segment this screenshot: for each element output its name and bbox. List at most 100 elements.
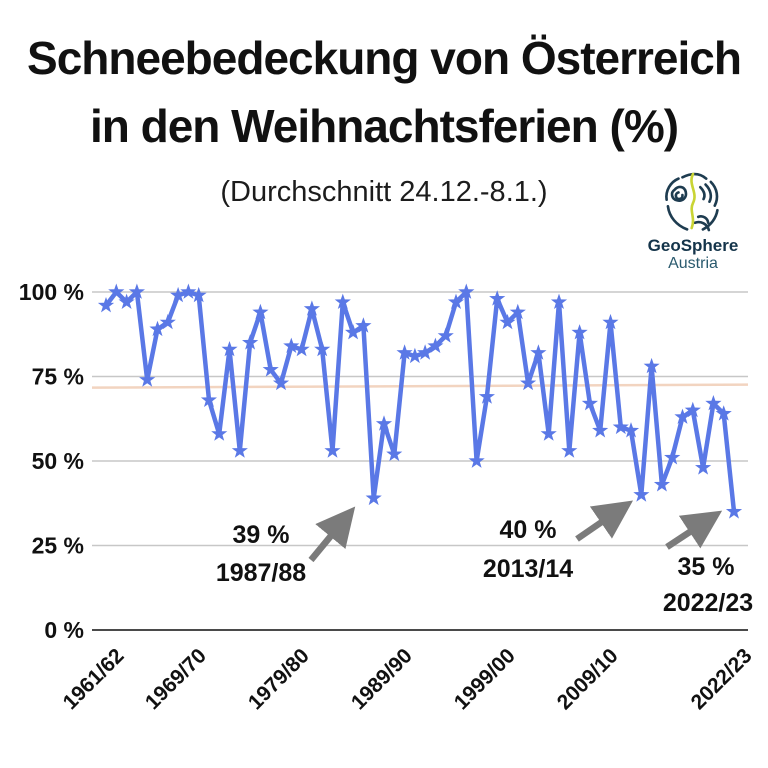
- data-point-star: [211, 425, 228, 441]
- mean-line: [91, 383, 749, 389]
- annotation-season: 2022/23: [663, 589, 753, 617]
- data-point-star: [252, 303, 269, 320]
- data-point-star: [437, 327, 454, 343]
- y-axis-labels: 100 % 75 % 50 % 25 % 0 %: [19, 279, 84, 643]
- y-tick-label: 0 %: [44, 617, 84, 643]
- data-point-star: [417, 344, 434, 360]
- data-point-star: [324, 442, 341, 458]
- chart-subtitle: (Durchschnitt 24.12.-8.1.): [220, 176, 548, 208]
- data-point-star: [365, 489, 382, 506]
- data-point-star: [200, 391, 217, 407]
- data-point-star: [293, 341, 310, 357]
- chart-title-line1: Schneebedeckung von Österreich: [27, 32, 742, 84]
- annotation-arrow: [575, 500, 634, 542]
- x-tick-label-2009/10: 2009/10: [553, 644, 623, 714]
- y-tick-label: 100 %: [19, 279, 84, 305]
- data-point-star: [334, 293, 351, 309]
- data-point-star: [128, 283, 145, 299]
- data-point-star: [509, 303, 526, 320]
- data-point-star: [540, 425, 557, 441]
- data-point-star: [581, 395, 598, 411]
- data-point-star: [653, 476, 670, 492]
- y-tick-label: 25 %: [32, 533, 84, 559]
- data-point-star: [149, 320, 166, 337]
- data-point-star: [664, 449, 681, 465]
- data-point-star: [715, 405, 732, 421]
- data-point-star: [478, 388, 495, 404]
- data-point-star: [345, 324, 362, 340]
- geosphere-logo: GeoSphere Austria: [637, 172, 749, 273]
- data-point-star: [499, 313, 516, 330]
- data-point-star: [447, 293, 465, 309]
- data-point-star: [375, 415, 393, 431]
- data-point-star: [97, 297, 115, 313]
- x-tick-label-1989/90: 1989/90: [347, 644, 417, 714]
- data-point-star: [221, 341, 238, 357]
- data-point-star: [139, 371, 156, 387]
- data-point-star: [406, 347, 423, 364]
- annotation-arrow: [308, 506, 356, 563]
- data-point-star: [695, 459, 712, 475]
- annotation-season: 1987/88: [216, 559, 306, 587]
- y-tick-label: 75 %: [32, 364, 84, 390]
- data-point-star: [561, 442, 578, 458]
- data-series-line: [103, 289, 737, 514]
- data-point-star: [571, 324, 588, 340]
- data-point-star: [180, 283, 197, 299]
- data-point-star: [118, 293, 135, 309]
- x-tick-label-2022/23: 2022/23: [687, 644, 757, 714]
- data-point-markers: [97, 283, 743, 519]
- data-point-star: [550, 293, 568, 309]
- chart-title-line2: in den Weihnachtsferien (%): [89, 100, 679, 152]
- data-point-star: [355, 317, 372, 333]
- data-point-star: [303, 300, 320, 316]
- annotation-arrow: [665, 510, 723, 550]
- annotations: 39 % 1987/88 40 % 2013/14 35 % 2022/23: [216, 500, 753, 617]
- data-point-star: [489, 290, 506, 306]
- data-point-star: [612, 418, 629, 435]
- data-point-star: [314, 341, 331, 357]
- snow-cover-series: [103, 289, 737, 514]
- data-point-star: [705, 395, 722, 411]
- y-tick-label: 50 %: [32, 448, 84, 474]
- data-point-star: [242, 334, 259, 350]
- data-point-star: [190, 286, 207, 303]
- gridlines: [92, 291, 748, 631]
- logo-name: GeoSphere: [647, 236, 739, 255]
- data-point-star: [623, 422, 640, 438]
- data-point-star: [396, 344, 413, 360]
- data-point-star: [262, 361, 279, 377]
- logo-country: Austria: [668, 255, 718, 272]
- data-point-star: [386, 445, 403, 462]
- annotation-value: 39 %: [233, 521, 290, 549]
- mean-reference-line: [91, 383, 749, 389]
- data-point-star: [643, 357, 660, 374]
- data-point-star: [468, 452, 485, 468]
- data-point-star: [272, 374, 290, 391]
- data-point-star: [674, 408, 691, 424]
- annotation-value: 40 %: [500, 516, 557, 544]
- x-tick-label-1969/70: 1969/70: [141, 644, 211, 714]
- data-point-star: [159, 313, 176, 330]
- data-point-star: [283, 337, 300, 353]
- data-point-star: [725, 503, 743, 519]
- data-point-star: [427, 337, 444, 353]
- data-point-star: [520, 374, 537, 391]
- data-point-star: [684, 401, 701, 418]
- data-point-star: [592, 422, 609, 438]
- x-axis-labels: 1961/62 1969/70 1979/80 1989/90 1999/00 2009/…: [59, 644, 757, 714]
- data-point-star: [108, 283, 125, 299]
- contour-lines-icon: [665, 172, 719, 232]
- x-tick-label-1979/80: 1979/80: [244, 644, 314, 714]
- x-tick-label-1999/00: 1999/00: [450, 644, 520, 714]
- data-point-star: [602, 313, 619, 330]
- annotation-value: 35 %: [678, 553, 735, 581]
- data-point-star: [530, 344, 547, 360]
- data-point-star: [458, 283, 475, 299]
- annotation-season: 2013/14: [483, 555, 573, 583]
- x-tick-label-1961/62: 1961/62: [59, 644, 129, 714]
- data-point-star: [231, 442, 248, 458]
- data-point-star: [633, 486, 650, 502]
